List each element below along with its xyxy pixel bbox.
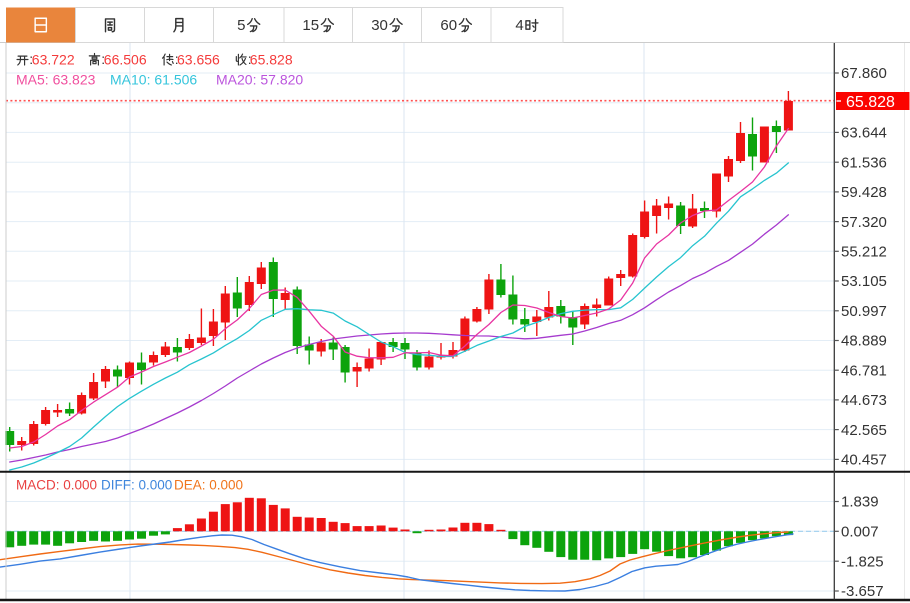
svg-text:MA5: 63.823: MA5: 63.823 xyxy=(16,72,96,88)
svg-text:MA10: 61.506: MA10: 61.506 xyxy=(110,72,197,88)
svg-text:-3.657: -3.657 xyxy=(841,583,884,600)
svg-text:4: 4 xyxy=(515,17,523,34)
svg-text:44.673: 44.673 xyxy=(841,392,887,409)
svg-text::: : xyxy=(29,51,33,67)
svg-text:-1.825: -1.825 xyxy=(841,553,884,570)
svg-text::: : xyxy=(175,51,179,67)
svg-text:57.320: 57.320 xyxy=(841,214,887,231)
svg-text::: : xyxy=(101,51,105,67)
svg-text:48.889: 48.889 xyxy=(841,333,887,350)
svg-text:65.828: 65.828 xyxy=(846,94,895,111)
svg-text:65.828: 65.828 xyxy=(250,52,293,68)
svg-text:MACD: 0.000: MACD: 0.000 xyxy=(16,478,97,493)
svg-text:60: 60 xyxy=(440,17,457,34)
svg-text:50.997: 50.997 xyxy=(841,303,887,320)
svg-text:40.457: 40.457 xyxy=(841,452,887,469)
svg-text:53.105: 53.105 xyxy=(841,273,887,290)
svg-text:66.506: 66.506 xyxy=(104,52,147,68)
svg-text:63.722: 63.722 xyxy=(32,52,75,68)
svg-text:67.860: 67.860 xyxy=(841,65,887,82)
svg-text:30: 30 xyxy=(371,17,388,34)
svg-text:0.007: 0.007 xyxy=(841,524,879,541)
svg-text:MA20: 57.820: MA20: 57.820 xyxy=(216,72,303,88)
svg-text::: : xyxy=(248,51,252,67)
svg-text:5: 5 xyxy=(237,17,245,34)
svg-text:61.536: 61.536 xyxy=(841,154,887,171)
svg-text:1.839: 1.839 xyxy=(841,494,879,511)
svg-text:59.428: 59.428 xyxy=(841,184,887,201)
svg-text:63.656: 63.656 xyxy=(177,52,220,68)
svg-text:55.212: 55.212 xyxy=(841,244,887,261)
svg-text:DIFF: 0.000: DIFF: 0.000 xyxy=(101,478,172,493)
svg-text:DEA: 0.000: DEA: 0.000 xyxy=(174,478,243,493)
svg-text:42.565: 42.565 xyxy=(841,422,887,439)
svg-text:46.781: 46.781 xyxy=(841,362,887,379)
svg-text:15: 15 xyxy=(302,17,319,34)
svg-text:63.644: 63.644 xyxy=(841,125,887,142)
